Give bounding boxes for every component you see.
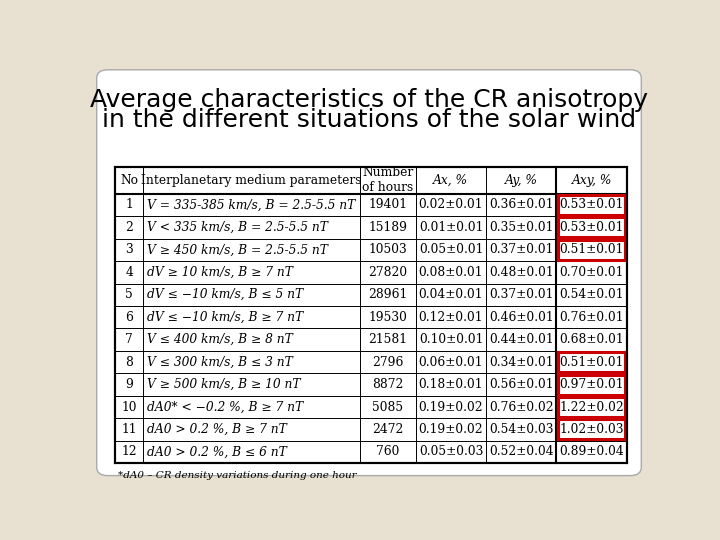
Text: 1: 1 — [125, 198, 133, 212]
Text: 0.53±0.01: 0.53±0.01 — [559, 221, 624, 234]
Text: 760: 760 — [377, 446, 400, 458]
Text: 21581: 21581 — [369, 333, 408, 346]
Text: Ay, %: Ay, % — [505, 174, 538, 187]
Text: 6: 6 — [125, 310, 133, 323]
Text: V = 335-385 km/s, B = 2.5-5.5 nT: V = 335-385 km/s, B = 2.5-5.5 nT — [147, 198, 355, 212]
Text: 0.51±0.01: 0.51±0.01 — [559, 356, 624, 369]
Text: 0.05±0.01: 0.05±0.01 — [419, 244, 483, 256]
Text: V ≥ 450 km/s, B = 2.5-5.5 nT: V ≥ 450 km/s, B = 2.5-5.5 nT — [147, 244, 328, 256]
Text: 5: 5 — [125, 288, 133, 301]
Text: in the different situations of the solar wind: in the different situations of the solar… — [102, 109, 636, 132]
Text: No: No — [120, 174, 138, 187]
Text: 3: 3 — [125, 244, 133, 256]
Bar — [558, 240, 625, 260]
Text: dV ≥ 10 km/s, B ≥ 7 nT: dV ≥ 10 km/s, B ≥ 7 nT — [147, 266, 292, 279]
Text: 19401: 19401 — [369, 198, 408, 212]
Text: 0.76±0.01: 0.76±0.01 — [559, 310, 624, 323]
Text: 0.34±0.01: 0.34±0.01 — [489, 356, 554, 369]
Text: 0.53±0.01: 0.53±0.01 — [559, 198, 624, 212]
Text: 0.52±0.04: 0.52±0.04 — [489, 446, 554, 458]
Bar — [558, 218, 625, 238]
Text: 1.02±0.03: 1.02±0.03 — [559, 423, 624, 436]
Text: 0.54±0.01: 0.54±0.01 — [559, 288, 624, 301]
Text: 0.51±0.01: 0.51±0.01 — [559, 244, 624, 256]
Text: 2: 2 — [125, 221, 133, 234]
Text: 28961: 28961 — [369, 288, 408, 301]
Text: 10: 10 — [122, 401, 137, 414]
Bar — [558, 195, 625, 215]
Text: 15189: 15189 — [369, 221, 408, 234]
Text: 12: 12 — [122, 446, 137, 458]
Text: 9: 9 — [125, 378, 133, 391]
Bar — [558, 420, 625, 440]
Text: dA0 > 0.2 %, B ≤ 6 nT: dA0 > 0.2 %, B ≤ 6 nT — [147, 446, 287, 458]
Text: 1.22±0.02: 1.22±0.02 — [559, 401, 624, 414]
Bar — [558, 375, 625, 395]
Text: 0.44±0.01: 0.44±0.01 — [489, 333, 554, 346]
Text: 11: 11 — [122, 423, 137, 436]
Text: 0.35±0.01: 0.35±0.01 — [489, 221, 554, 234]
Text: 0.02±0.01: 0.02±0.01 — [419, 198, 483, 212]
Text: 0.54±0.03: 0.54±0.03 — [489, 423, 554, 436]
Text: Interplanetary medium parameters: Interplanetary medium parameters — [141, 174, 362, 187]
Text: 8872: 8872 — [372, 378, 404, 391]
Text: 4: 4 — [125, 266, 133, 279]
Text: 0.05±0.03: 0.05±0.03 — [419, 446, 483, 458]
Text: V ≤ 400 km/s, B ≥ 8 nT: V ≤ 400 km/s, B ≥ 8 nT — [147, 333, 292, 346]
Text: *dA0 – CR density variations during one hour: *dA0 – CR density variations during one … — [118, 471, 356, 481]
Text: 0.56±0.01: 0.56±0.01 — [489, 378, 554, 391]
Text: 0.68±0.01: 0.68±0.01 — [559, 333, 624, 346]
Bar — [558, 397, 625, 417]
Text: V ≤ 300 km/s, B ≤ 3 nT: V ≤ 300 km/s, B ≤ 3 nT — [147, 356, 292, 369]
Text: 0.18±0.01: 0.18±0.01 — [419, 378, 483, 391]
Text: 7: 7 — [125, 333, 133, 346]
Bar — [558, 352, 625, 372]
Text: 2796: 2796 — [372, 356, 404, 369]
Text: 0.08±0.01: 0.08±0.01 — [419, 266, 483, 279]
Text: 0.46±0.01: 0.46±0.01 — [489, 310, 554, 323]
Text: dV ≤ −10 km/s, B ≥ 7 nT: dV ≤ −10 km/s, B ≥ 7 nT — [147, 310, 302, 323]
Text: 0.04±0.01: 0.04±0.01 — [419, 288, 483, 301]
Text: Ax, %: Ax, % — [433, 174, 469, 187]
FancyBboxPatch shape — [96, 70, 642, 476]
Text: 0.70±0.01: 0.70±0.01 — [559, 266, 624, 279]
Text: 0.76±0.02: 0.76±0.02 — [489, 401, 554, 414]
Text: 8: 8 — [125, 356, 133, 369]
Text: dA0 > 0.2 %, B ≥ 7 nT: dA0 > 0.2 %, B ≥ 7 nT — [147, 423, 287, 436]
Text: V < 335 km/s, B = 2.5-5.5 nT: V < 335 km/s, B = 2.5-5.5 nT — [147, 221, 328, 234]
Text: 0.37±0.01: 0.37±0.01 — [489, 244, 554, 256]
Text: 0.19±0.02: 0.19±0.02 — [418, 423, 483, 436]
Text: 0.10±0.01: 0.10±0.01 — [419, 333, 483, 346]
Text: 0.01±0.01: 0.01±0.01 — [419, 221, 483, 234]
Text: dA0* < −0.2 %, B ≥ 7 nT: dA0* < −0.2 %, B ≥ 7 nT — [147, 401, 302, 414]
Text: 2472: 2472 — [372, 423, 404, 436]
Text: 0.06±0.01: 0.06±0.01 — [419, 356, 483, 369]
Text: 0.36±0.01: 0.36±0.01 — [489, 198, 554, 212]
Text: 0.97±0.01: 0.97±0.01 — [559, 378, 624, 391]
Text: Number
of hours: Number of hours — [362, 166, 413, 194]
Text: 0.48±0.01: 0.48±0.01 — [489, 266, 554, 279]
Text: Average characteristics of the CR anisotropy: Average characteristics of the CR anisot… — [90, 87, 648, 112]
Text: 0.19±0.02: 0.19±0.02 — [418, 401, 483, 414]
Text: 0.89±0.04: 0.89±0.04 — [559, 446, 624, 458]
Text: 19530: 19530 — [369, 310, 408, 323]
Text: 27820: 27820 — [369, 266, 408, 279]
Text: 0.37±0.01: 0.37±0.01 — [489, 288, 554, 301]
Text: dV ≤ −10 km/s, B ≤ 5 nT: dV ≤ −10 km/s, B ≤ 5 nT — [147, 288, 302, 301]
Text: 0.12±0.01: 0.12±0.01 — [419, 310, 483, 323]
Text: 10503: 10503 — [369, 244, 408, 256]
Text: Axy, %: Axy, % — [572, 174, 612, 187]
Text: 5085: 5085 — [372, 401, 403, 414]
Text: V ≥ 500 km/s, B ≥ 10 nT: V ≥ 500 km/s, B ≥ 10 nT — [147, 378, 300, 391]
